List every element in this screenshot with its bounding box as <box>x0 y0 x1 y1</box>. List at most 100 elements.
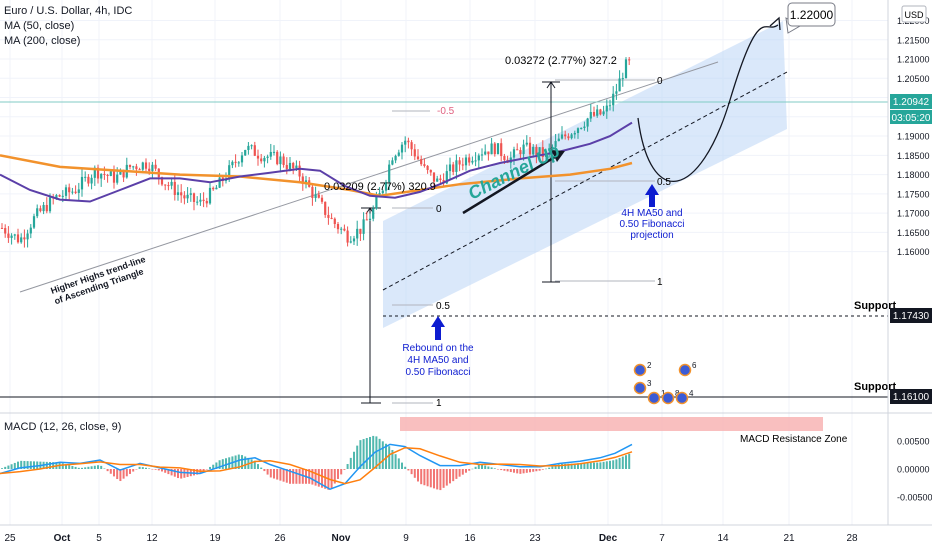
candle-body <box>151 164 154 172</box>
macd-bar <box>362 439 365 469</box>
candle-body <box>557 138 560 142</box>
candle-body <box>189 193 192 195</box>
time-tick: Nov <box>332 533 351 544</box>
macd-bar <box>13 462 16 469</box>
macd-bar <box>548 467 551 469</box>
support-label-upper: Support <box>854 300 896 312</box>
macd-bar <box>1 468 3 469</box>
event-marker[interactable] <box>661 391 675 405</box>
candle-body <box>84 176 87 178</box>
macd-bar <box>250 459 253 469</box>
macd-bar <box>308 469 311 484</box>
candle-body <box>573 132 576 135</box>
candle-body <box>55 195 58 199</box>
event-marker[interactable] <box>647 391 661 405</box>
candle-body <box>218 177 221 188</box>
macd-bar <box>554 465 557 469</box>
candle-body <box>493 143 496 155</box>
candle-body <box>266 156 269 158</box>
macd-bar <box>273 469 275 479</box>
macd-bar <box>26 461 29 469</box>
candle-body <box>68 187 71 193</box>
candle-body <box>109 171 112 176</box>
candle-body <box>461 164 464 166</box>
candle-body <box>295 165 298 169</box>
candle-body <box>525 142 528 145</box>
candle-body <box>71 191 74 193</box>
higher-highs-trendline <box>19 61 719 293</box>
candle-body <box>128 164 132 167</box>
candle-body <box>503 156 506 160</box>
channel-arrowhead <box>551 150 565 162</box>
macd-bar <box>618 457 621 469</box>
candle-body <box>314 194 317 198</box>
event-marker[interactable] <box>678 363 692 377</box>
projection-label: 4H MA50 and 0.50 Fibonacci projection <box>619 208 684 241</box>
price-tick: 1.21500 <box>897 35 930 45</box>
macd-bar <box>87 466 90 469</box>
candle-body <box>324 201 327 215</box>
candle-body <box>448 164 452 172</box>
candle-body <box>599 109 602 115</box>
macd-tick: -0.00500 <box>897 493 932 503</box>
macd-bar <box>225 458 227 469</box>
macd-bar <box>289 469 291 484</box>
macd-bar <box>621 456 624 469</box>
candle-body <box>423 164 426 166</box>
candle-body <box>407 140 410 143</box>
candle-body <box>20 237 23 243</box>
event-marker[interactable] <box>633 363 647 377</box>
candle-body <box>320 197 324 202</box>
candle-body <box>388 164 391 183</box>
macd-bar <box>193 469 195 476</box>
macd-bar <box>141 467 144 469</box>
event-count: 6 <box>692 361 697 370</box>
time-tick: 9 <box>403 533 409 544</box>
candle-body <box>384 182 388 191</box>
price-tick: 1.17500 <box>897 189 930 199</box>
currency-badge[interactable]: USD <box>901 5 927 23</box>
candle-body <box>340 228 343 230</box>
candle-body <box>535 146 538 156</box>
candle-body <box>176 192 180 195</box>
candle-body <box>468 157 471 163</box>
macd-bar <box>125 469 128 477</box>
fib1-1-label: 1 <box>436 398 442 409</box>
macd-bar <box>68 465 71 469</box>
macd-bar <box>215 462 218 469</box>
macd-bar <box>538 469 541 471</box>
candle-body <box>372 208 375 219</box>
macd-bar <box>535 469 538 472</box>
macd-bar <box>330 469 333 489</box>
price-tick: 1.17000 <box>897 209 930 219</box>
event-marker[interactable] <box>633 381 647 395</box>
candle-body <box>231 161 234 166</box>
macd-bar <box>148 468 151 469</box>
macd-bar <box>519 469 522 474</box>
macd-bar <box>279 469 282 481</box>
candle-body <box>167 185 170 187</box>
candle-body <box>164 184 167 186</box>
rebound-label: Rebound on the 4H MA50 and 0.50 Fibonacci <box>402 343 474 378</box>
macd-bar <box>413 469 416 478</box>
macd-bar <box>490 467 493 469</box>
target-callout: 1.22000 <box>785 2 836 34</box>
macd-bar <box>209 466 211 469</box>
candle-body <box>576 128 580 133</box>
macd-bar <box>509 469 512 473</box>
candle-body <box>432 172 436 182</box>
support-low-badge: 1.16100 <box>890 389 932 404</box>
macd-bar <box>545 468 547 470</box>
candle-body <box>628 59 631 61</box>
symbol-title: Euro / U.S. Dollar, 4h, IDC <box>4 5 133 17</box>
macd-bar <box>557 464 560 469</box>
macd-bar <box>381 441 384 469</box>
macd-bar <box>314 469 317 486</box>
macd-bar <box>90 466 93 469</box>
macd-bar <box>452 469 455 482</box>
macd-bar <box>506 469 509 472</box>
macd-bar <box>100 465 103 469</box>
event-marker[interactable] <box>675 391 689 405</box>
candle-body <box>256 155 260 159</box>
